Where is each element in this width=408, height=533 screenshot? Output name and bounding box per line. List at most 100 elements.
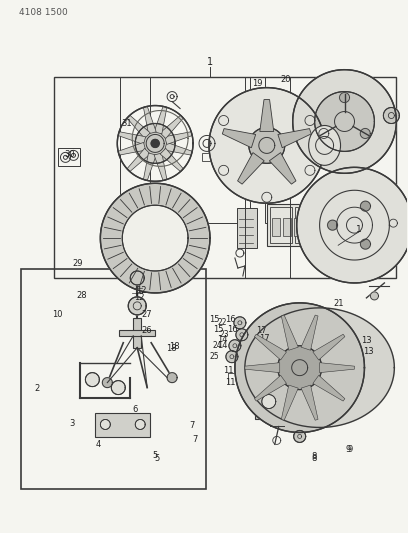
Text: 17: 17 bbox=[256, 326, 266, 335]
Text: 19: 19 bbox=[252, 79, 262, 88]
Polygon shape bbox=[135, 124, 175, 163]
Polygon shape bbox=[281, 315, 298, 350]
Text: 15: 15 bbox=[213, 325, 224, 334]
Text: 27: 27 bbox=[142, 310, 152, 319]
Bar bbox=[310, 221, 315, 243]
Text: 14: 14 bbox=[217, 335, 228, 344]
Text: 8: 8 bbox=[311, 454, 317, 463]
Polygon shape bbox=[160, 148, 183, 172]
Bar bbox=[120, 77, 250, 223]
Polygon shape bbox=[118, 132, 146, 144]
Text: 1: 1 bbox=[207, 56, 213, 67]
Text: 25: 25 bbox=[209, 352, 219, 361]
Text: 24: 24 bbox=[212, 341, 222, 350]
Polygon shape bbox=[154, 153, 167, 181]
Polygon shape bbox=[293, 70, 396, 173]
Text: 3: 3 bbox=[69, 419, 75, 427]
Polygon shape bbox=[339, 93, 350, 102]
Polygon shape bbox=[319, 128, 329, 139]
Text: 7: 7 bbox=[189, 422, 195, 430]
Bar bbox=[53, 77, 396, 278]
Polygon shape bbox=[144, 153, 156, 181]
Polygon shape bbox=[130, 271, 144, 285]
Ellipse shape bbox=[308, 125, 341, 165]
Polygon shape bbox=[278, 346, 322, 390]
Bar bbox=[255, 382, 283, 419]
Bar bbox=[272, 218, 280, 236]
Polygon shape bbox=[301, 315, 318, 350]
Polygon shape bbox=[249, 127, 285, 163]
Polygon shape bbox=[370, 292, 378, 300]
Polygon shape bbox=[360, 128, 370, 139]
Polygon shape bbox=[209, 87, 325, 203]
Text: 9: 9 bbox=[348, 445, 353, 454]
Text: 2: 2 bbox=[35, 384, 40, 393]
Bar bbox=[237, 208, 257, 248]
Polygon shape bbox=[319, 362, 355, 373]
Bar bbox=[317, 221, 322, 243]
Text: 16: 16 bbox=[227, 325, 238, 334]
Text: 15: 15 bbox=[209, 315, 220, 324]
Polygon shape bbox=[328, 220, 337, 230]
Text: 26: 26 bbox=[142, 326, 152, 335]
Polygon shape bbox=[144, 106, 156, 134]
Polygon shape bbox=[235, 303, 364, 432]
Bar bbox=[21, 269, 206, 489]
Polygon shape bbox=[245, 362, 280, 373]
Bar bbox=[388, 215, 398, 229]
Text: 20: 20 bbox=[280, 75, 290, 84]
Text: 29: 29 bbox=[73, 260, 83, 268]
Polygon shape bbox=[313, 375, 345, 401]
Bar bbox=[294, 218, 302, 236]
Text: 11: 11 bbox=[225, 378, 236, 387]
Polygon shape bbox=[313, 334, 345, 360]
Polygon shape bbox=[122, 205, 188, 271]
Polygon shape bbox=[260, 100, 274, 132]
Polygon shape bbox=[100, 183, 210, 293]
Text: 30: 30 bbox=[64, 150, 75, 159]
Polygon shape bbox=[135, 419, 145, 430]
Polygon shape bbox=[262, 394, 276, 408]
Text: 21: 21 bbox=[333, 299, 344, 308]
Polygon shape bbox=[111, 381, 125, 394]
Bar bbox=[267, 204, 326, 246]
Polygon shape bbox=[151, 140, 159, 148]
Polygon shape bbox=[118, 142, 146, 155]
Bar bbox=[283, 218, 291, 236]
Bar bbox=[295, 207, 317, 243]
Text: 8: 8 bbox=[311, 452, 317, 461]
Text: 23: 23 bbox=[219, 330, 229, 340]
Text: 5: 5 bbox=[153, 450, 158, 459]
Bar bbox=[95, 413, 150, 438]
Polygon shape bbox=[255, 334, 286, 360]
Polygon shape bbox=[154, 106, 167, 134]
Text: 22: 22 bbox=[217, 318, 227, 327]
Bar bbox=[265, 77, 396, 223]
Bar bbox=[270, 207, 292, 243]
Text: 16: 16 bbox=[225, 315, 236, 324]
Text: 17: 17 bbox=[259, 334, 270, 343]
Polygon shape bbox=[222, 128, 256, 148]
Bar bbox=[58, 148, 80, 166]
Text: 11: 11 bbox=[223, 366, 234, 375]
Text: 13: 13 bbox=[361, 336, 372, 345]
Polygon shape bbox=[278, 128, 311, 148]
Text: 12: 12 bbox=[136, 286, 146, 295]
Polygon shape bbox=[234, 317, 246, 329]
Text: 14: 14 bbox=[217, 341, 228, 350]
Polygon shape bbox=[245, 308, 395, 427]
Polygon shape bbox=[102, 377, 112, 387]
Polygon shape bbox=[360, 239, 370, 249]
Text: 13: 13 bbox=[364, 347, 374, 356]
Polygon shape bbox=[384, 108, 399, 124]
Polygon shape bbox=[255, 375, 286, 401]
Text: 5: 5 bbox=[155, 454, 160, 463]
Text: 6: 6 bbox=[132, 406, 137, 415]
Polygon shape bbox=[128, 297, 146, 315]
Polygon shape bbox=[297, 167, 408, 283]
Text: 18: 18 bbox=[166, 344, 177, 353]
Polygon shape bbox=[229, 340, 241, 352]
Polygon shape bbox=[165, 142, 192, 155]
Text: 9: 9 bbox=[346, 445, 351, 454]
Text: 12: 12 bbox=[134, 293, 144, 302]
